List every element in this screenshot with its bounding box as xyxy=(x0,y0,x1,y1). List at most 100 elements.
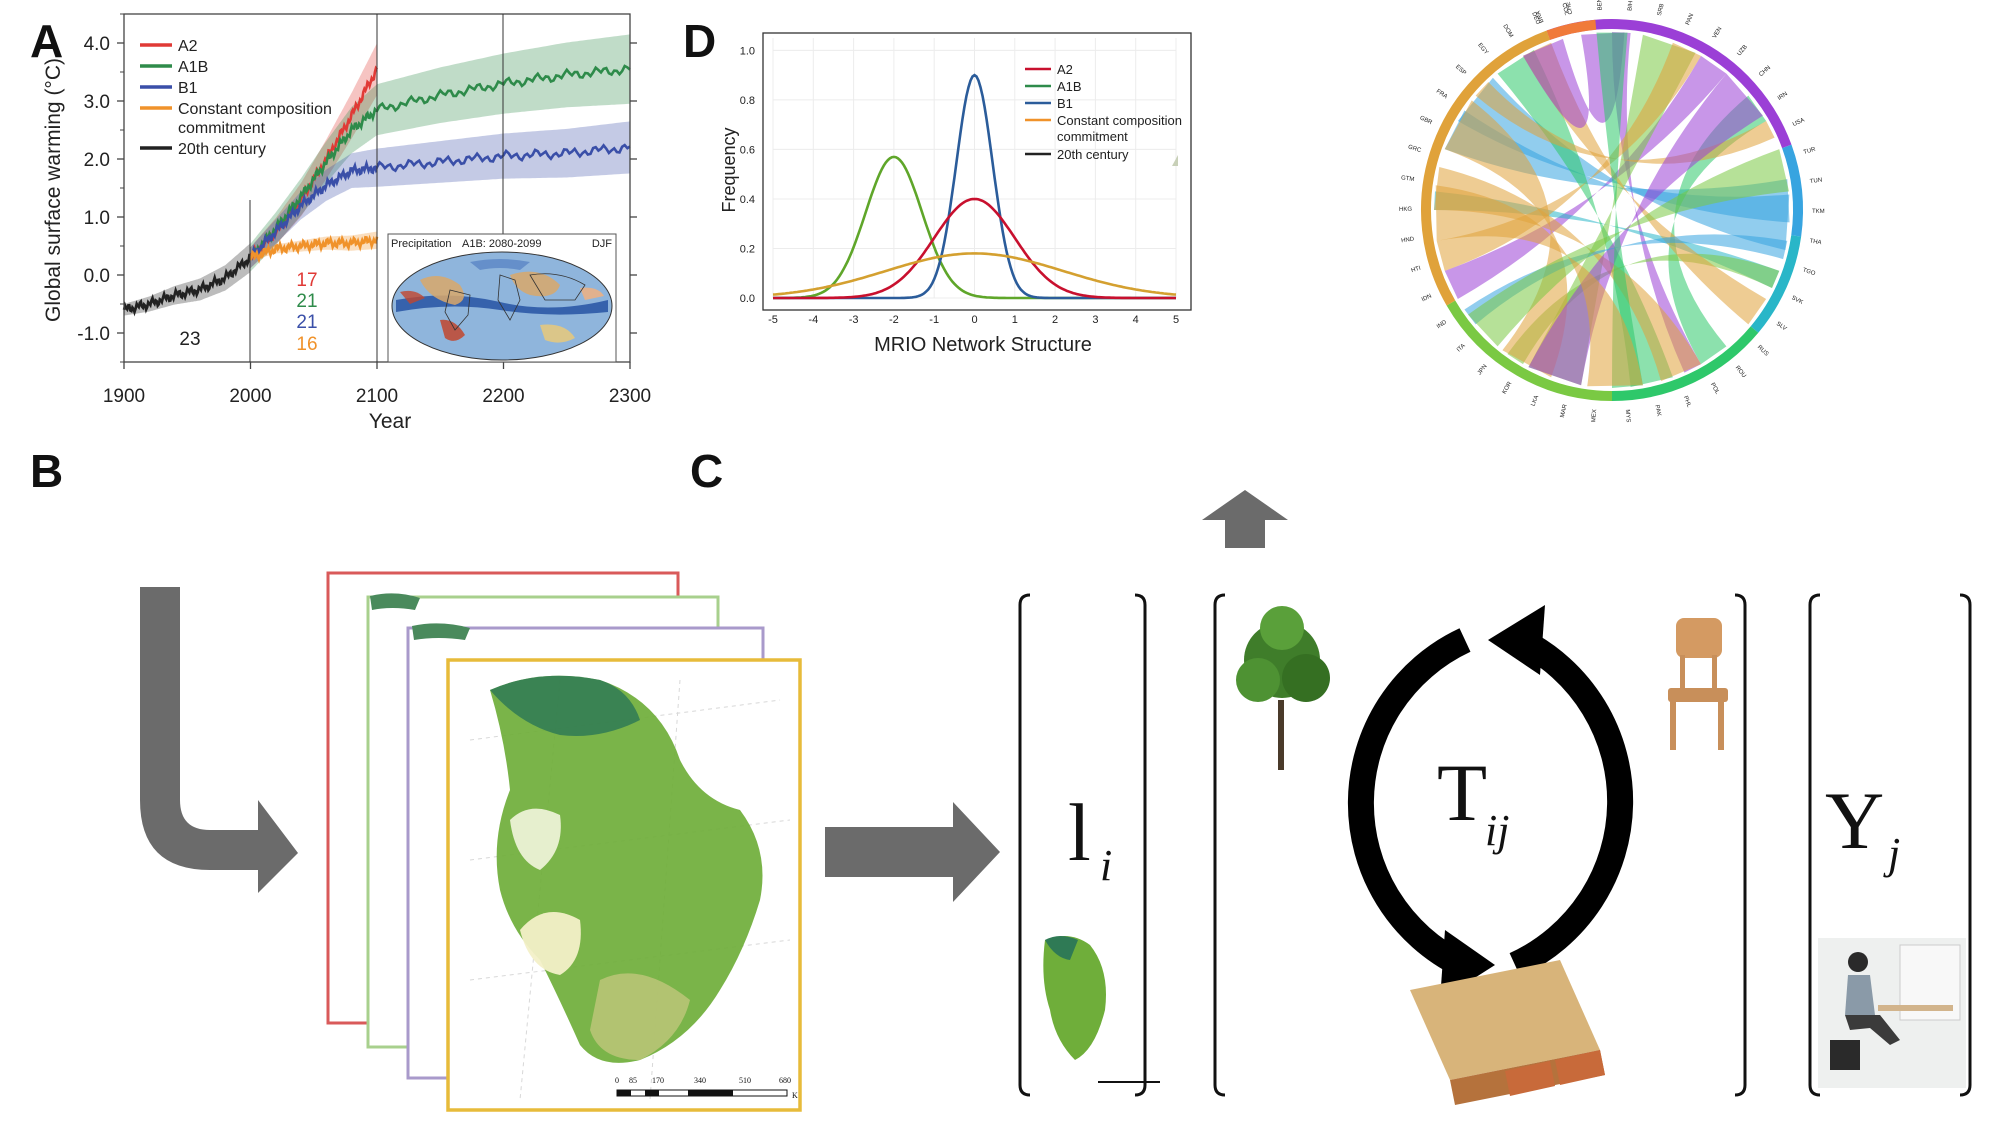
chart-d-lines xyxy=(772,73,1177,300)
d-x-tick-label: 5 xyxy=(1173,314,1179,326)
chart-d-xlabel: MRIO Network Structure xyxy=(874,334,1092,356)
chart-d-grid xyxy=(772,38,1177,299)
chord-arcs xyxy=(1421,19,1803,401)
count-20c: 23 xyxy=(179,329,200,350)
legend-a2-label: A2 xyxy=(178,38,198,55)
series-constant xyxy=(249,234,379,264)
chart-a-legend: A2 A1B B1 Constant composition commitmen… xyxy=(140,38,332,158)
band-a1b xyxy=(250,34,630,272)
inset-label-right: DJF xyxy=(592,238,612,250)
chord-label: GBR xyxy=(1419,115,1434,126)
chord-label: MYS xyxy=(1624,409,1631,422)
chord-label: PHL xyxy=(1682,395,1692,409)
chord-label: HND xyxy=(1401,236,1415,244)
chart-d-marker xyxy=(1172,155,1178,166)
chord-label: BRA xyxy=(1536,10,1546,24)
small-forest-map xyxy=(1043,936,1106,1060)
d-y-tick-label: 1.0 xyxy=(740,45,755,57)
d-x-tick-label: 3 xyxy=(1092,314,1098,326)
chart-d-ylabel: Frequency xyxy=(719,127,739,212)
chart-d-ticks: -5 -4 -3 -2 -1 0 1 2 3 4 5 0.0 0.2 0.4 0.6 0.8 1.0 xyxy=(740,45,1179,326)
bracket-y-left xyxy=(1808,593,1821,1097)
d-x-tick-label: -1 xyxy=(929,314,939,326)
bracket-t-left xyxy=(1213,593,1226,1097)
chord-ribbon xyxy=(1436,42,1701,271)
chord-label: PAK xyxy=(1653,404,1661,417)
tree-image xyxy=(1236,606,1330,770)
scale-label-3: 340 xyxy=(694,1076,706,1085)
chord-label: GTM xyxy=(1401,175,1415,183)
chart-a-ylabel: Global surface warming (°C) xyxy=(42,58,65,322)
d-x-tick-label: -4 xyxy=(808,314,818,326)
d-legend-b1-label: B1 xyxy=(1057,96,1073,111)
chord-ribbon xyxy=(1435,185,1643,387)
band-a2 xyxy=(250,43,377,268)
chord-ribbon xyxy=(1457,77,1790,251)
chair-image xyxy=(1668,618,1728,750)
right-arrow xyxy=(825,802,1000,902)
chord-label: TUR xyxy=(1803,147,1817,156)
precipitation-inset: Precipitation A1B: 2080-2099 DJF xyxy=(387,233,617,363)
chord-label: IRN xyxy=(1777,91,1789,102)
d-legend-a2-label: A2 xyxy=(1057,62,1073,77)
symbol-t: T xyxy=(1437,747,1487,838)
chord-ribbon xyxy=(1475,81,1775,164)
series-a1b xyxy=(249,64,631,260)
d-x-tick-label: -5 xyxy=(768,314,778,326)
panel-letter-d: D xyxy=(683,15,717,67)
chord-arc xyxy=(1782,144,1803,237)
x-tick-label: 2100 xyxy=(356,386,398,407)
chord-label: HKG xyxy=(1399,207,1412,213)
chord-ribbon xyxy=(1434,166,1701,382)
panel-letter-b: B xyxy=(30,445,64,497)
d-x-tick-label: 0 xyxy=(971,314,977,326)
map-scale-bar: 0 85 170 340 510 680 K xyxy=(615,1076,798,1100)
chord-ribbon xyxy=(1444,55,1727,300)
chord-ribbons xyxy=(1434,32,1790,389)
legend-20c-label: 20th century xyxy=(178,141,266,158)
inset-label-mid: A1B: 2080-2099 xyxy=(462,238,542,250)
d-y-tick-label: 0.2 xyxy=(740,243,755,255)
chord-label: MEX xyxy=(1591,409,1598,422)
chord-label: BIH xyxy=(1627,1,1634,12)
scale-label-4: 510 xyxy=(739,1076,751,1085)
legend-a1b-label: A1B xyxy=(178,59,208,76)
chord-label: BEN xyxy=(1597,0,1604,10)
person-desk-image xyxy=(1818,938,1966,1088)
scale-label-1: 85 xyxy=(629,1076,637,1085)
chord-label: SRB xyxy=(1657,3,1666,16)
chord-label: COL xyxy=(1560,3,1569,17)
chord-label: IND xyxy=(1436,319,1448,330)
d-y-tick-label: 0.0 xyxy=(740,293,755,305)
chart-d-legend: A2 A1B B1 Constant composition commitmen… xyxy=(1025,62,1182,162)
inset-label-left: Precipitation xyxy=(391,238,452,250)
legend-constant-label-2: commitment xyxy=(178,120,266,137)
d-legend-a1b-label: A1B xyxy=(1057,79,1082,94)
chord-ribbon xyxy=(1596,32,1643,389)
chord-label: DEU xyxy=(1530,11,1540,25)
y-tick-label: 1.0 xyxy=(84,208,110,229)
scale-label-5: 680 xyxy=(779,1076,791,1085)
chord-label: POL xyxy=(1709,382,1720,396)
bracket-l-right xyxy=(1134,593,1147,1097)
symbol-y-sub: j xyxy=(1883,829,1900,878)
count-constant: 16 xyxy=(296,334,317,355)
x-tick-label: 1900 xyxy=(103,386,145,407)
y-tick-label: 3.0 xyxy=(84,92,110,113)
d-y-tick-label: 0.4 xyxy=(740,194,755,206)
chord-ribbon xyxy=(1467,149,1790,347)
d-x-tick-label: 2 xyxy=(1052,314,1058,326)
count-b1: 21 xyxy=(296,312,317,333)
chord-ribbon xyxy=(1444,100,1568,378)
chord-label: ITA xyxy=(1456,343,1467,353)
cycle-arrows xyxy=(1347,605,1634,1000)
bracket-y-right xyxy=(1959,593,1972,1097)
scale-label-2: 170 xyxy=(652,1076,664,1085)
bracket-l-left xyxy=(1018,593,1031,1097)
chord-label: HTI xyxy=(1411,265,1422,274)
chart-a-lines xyxy=(122,64,631,317)
